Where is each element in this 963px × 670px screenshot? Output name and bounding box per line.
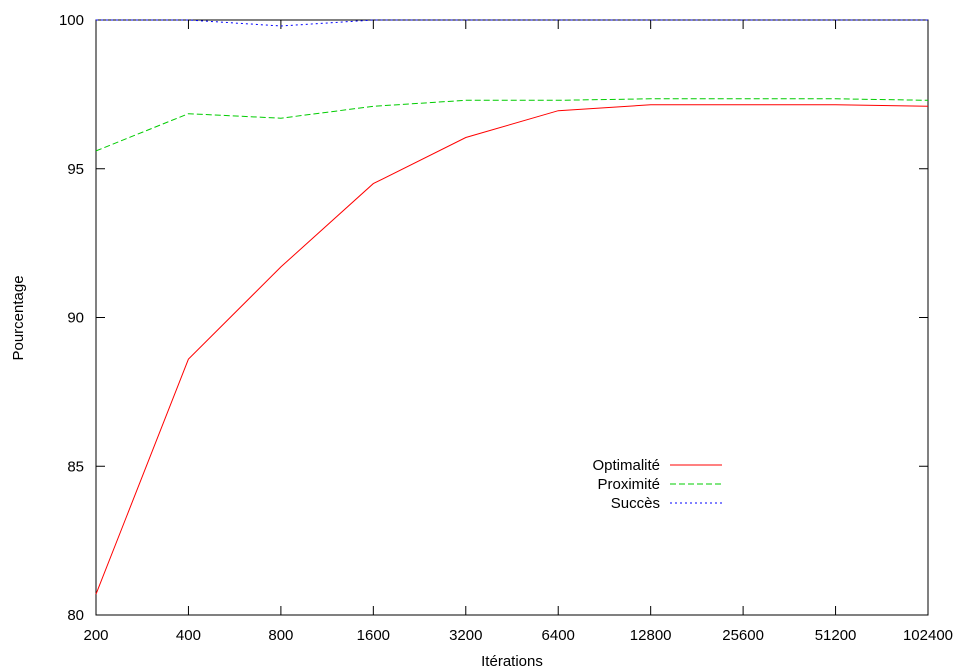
x-tick-label: 3200 xyxy=(449,627,482,644)
legend-label: Proximité xyxy=(597,476,660,493)
x-tick-label: 6400 xyxy=(542,627,575,644)
y-tick-label: 80 xyxy=(67,607,84,624)
series-line-3 xyxy=(96,19,928,27)
x-tick-label: 200 xyxy=(83,627,108,644)
y-tick-label: 90 xyxy=(67,310,84,327)
y-axis-title: Pourcentage xyxy=(10,275,27,360)
x-tick-label: 400 xyxy=(176,627,201,644)
x-tick-label: 25600 xyxy=(722,627,764,644)
y-tick-label: 95 xyxy=(67,161,84,178)
plot-frame xyxy=(95,19,929,616)
legend-label: Optimalité xyxy=(592,457,660,474)
x-axis-title: Itérations xyxy=(481,653,543,670)
y-tick-label: 85 xyxy=(67,458,84,475)
x-tick-label: 1600 xyxy=(357,627,390,644)
x-tick-label: 51200 xyxy=(815,627,857,644)
x-tick-label: 800 xyxy=(268,627,293,644)
x-tick-label: 12800 xyxy=(630,627,672,644)
series-line-2 xyxy=(95,98,929,152)
series-line-1 xyxy=(95,104,929,595)
y-tick-label: 100 xyxy=(59,12,84,29)
x-tick-label: 102400 xyxy=(903,627,953,644)
legend-label: Succès xyxy=(611,495,660,512)
